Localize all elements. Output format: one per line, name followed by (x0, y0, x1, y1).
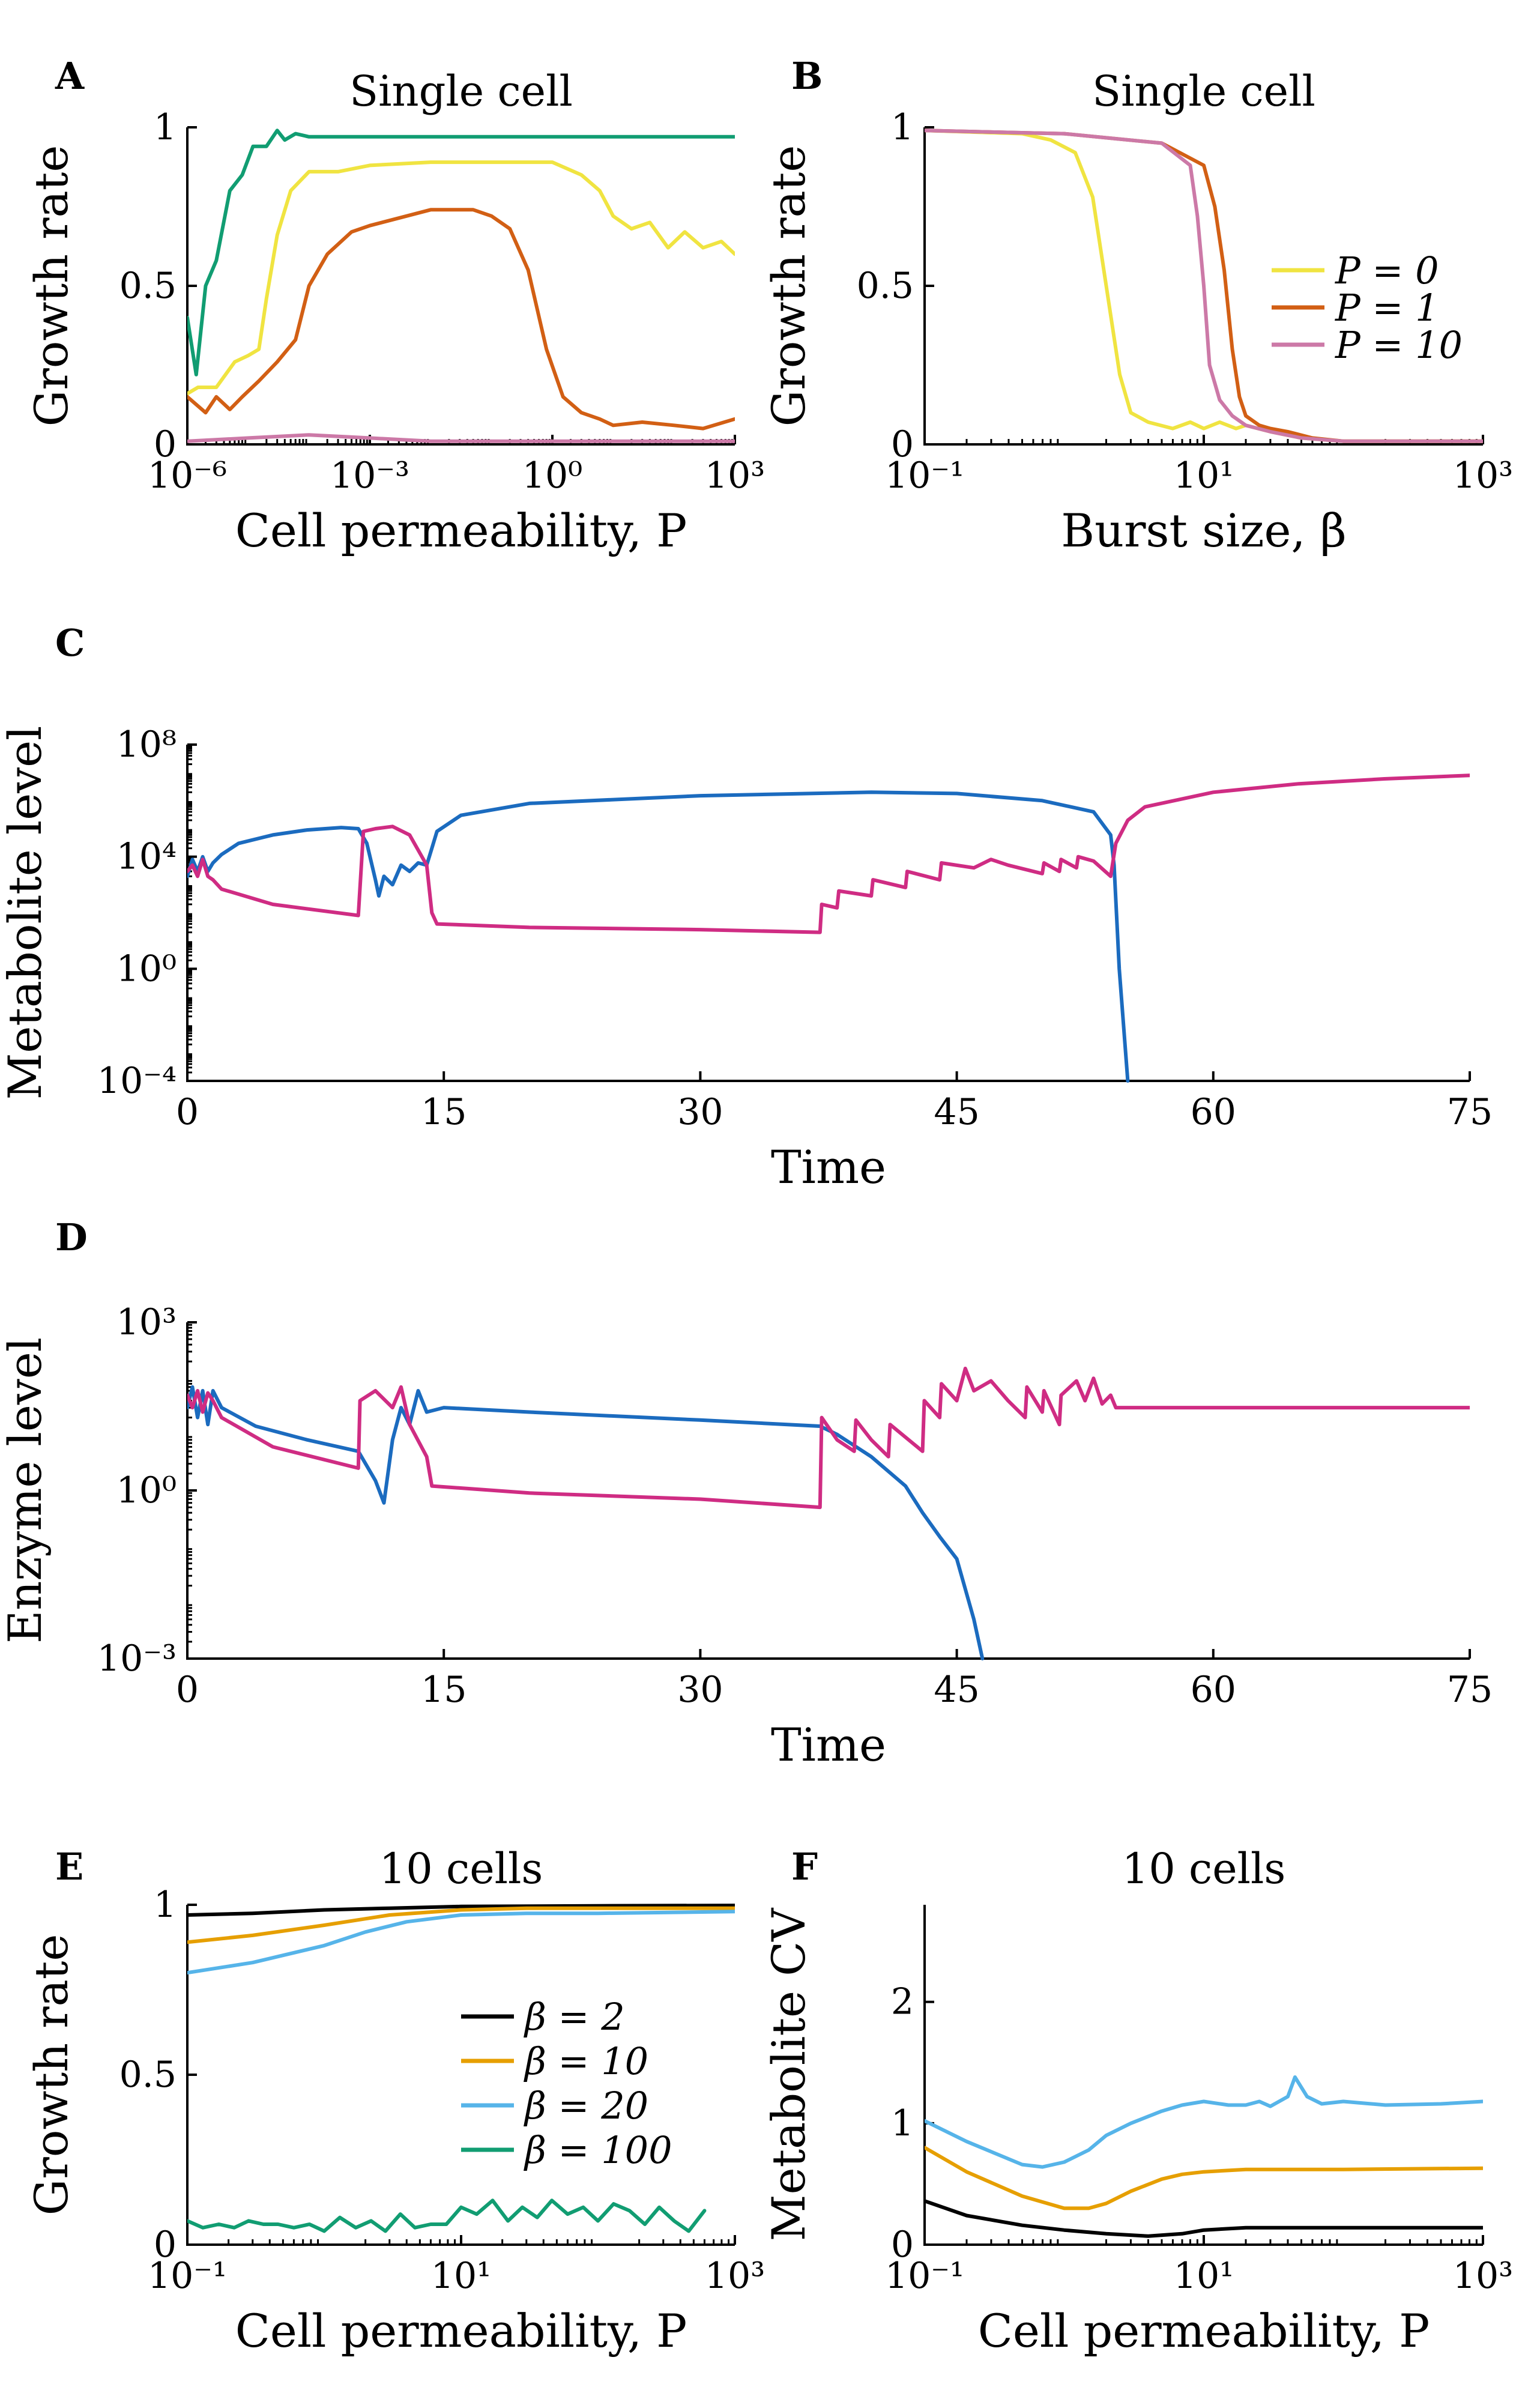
x-tick-label: 75 (1447, 1669, 1493, 1711)
x-tick-label: 0 (176, 1091, 199, 1133)
legend-label: β = 10 (524, 2039, 648, 2083)
legend-label: P = 1 (1335, 286, 1439, 330)
series-line-3 (187, 208, 735, 431)
x-axis-label: Time (771, 1718, 886, 1771)
y-tick-label: 1 (154, 106, 177, 148)
series-line-1 (925, 2199, 1483, 2238)
axes-frame (186, 745, 1470, 1082)
x-tick-label: 10³ (1453, 455, 1513, 497)
legend-label: β = 100 (524, 2128, 672, 2172)
y-tick-label: 10⁻⁴ (97, 1060, 177, 1102)
y-axis-label: Growth rate (25, 145, 78, 427)
series-line-3 (187, 1910, 735, 1975)
y-tick-label: 10³ (116, 1301, 177, 1343)
panel-c: C 0 15 30 45 60 75 10⁻⁴ 10⁰ 10⁴ 10⁸ Time Metabolite … (0, 621, 1493, 1194)
panel-letter: B (791, 54, 823, 98)
y-axis-label: Growth rate (762, 145, 815, 427)
y-tick-label: 2 (891, 1981, 914, 2023)
chart-title: 10 cells (379, 1844, 543, 1893)
axes-frame (923, 1905, 1483, 2246)
axes-frame (186, 1905, 735, 2246)
x-tick-label: 10⁻⁶ (148, 455, 227, 497)
chart-title: Single cell (349, 67, 573, 116)
x-tick-label: 10¹ (1174, 2255, 1234, 2297)
panel-letter: E (55, 1845, 83, 1889)
series-line-2 (925, 129, 1483, 443)
series-line-2 (925, 2146, 1483, 2210)
series-line-1 (187, 1904, 735, 1917)
y-tick-label: 10⁻³ (97, 1638, 177, 1680)
legend-label: β = 20 (524, 2084, 648, 2128)
chart-title: 10 cells (1122, 1844, 1286, 1893)
panel-letter: A (55, 54, 85, 98)
y-tick-label: 0 (154, 2224, 177, 2266)
y-tick-label: 0.5 (119, 2054, 177, 2096)
series-line-4 (187, 433, 735, 443)
panel-b: B Single cell 10⁻¹ 10¹ 10³ 0 0.5 1 Burst size, β… (762, 54, 1513, 557)
x-tick-label: 10⁻¹ (885, 2255, 964, 2297)
y-tick-label: 0 (891, 423, 914, 465)
x-tick-label: 10⁻¹ (885, 455, 964, 497)
x-tick-label: 45 (934, 1091, 979, 1133)
y-tick-label: 0 (891, 2224, 914, 2266)
y-tick-label: 10⁰ (116, 1469, 177, 1511)
x-axis-label: Time (771, 1140, 886, 1194)
y-axis-label: Growth rate (25, 1934, 78, 2216)
y-tick-label: 10⁴ (116, 836, 177, 878)
x-tick-label: 30 (677, 1669, 723, 1711)
x-tick-label: 10⁻³ (330, 455, 409, 497)
x-axis-label: Cell permeability, P (235, 504, 687, 557)
panel-letter: C (55, 621, 85, 665)
x-tick-label: 45 (934, 1669, 979, 1711)
panel-letter: F (791, 1845, 818, 1889)
series-line-3 (925, 129, 1483, 443)
x-tick-label: 60 (1191, 1091, 1236, 1133)
series-line-2 (187, 1366, 1470, 1510)
x-tick-label: 10⁻¹ (148, 2255, 227, 2297)
y-tick-label: 10⁸ (116, 724, 177, 766)
series-line-1 (187, 129, 735, 377)
x-tick-label: 60 (1191, 1669, 1236, 1711)
panel-d: D 0 15 30 45 60 75 10⁻³ 10⁰ 10³ Time Enzyme level (0, 1215, 1493, 1771)
y-tick-label: 0.5 (857, 265, 914, 307)
x-tick-label: 0 (176, 1669, 199, 1711)
x-tick-label: 15 (421, 1669, 467, 1711)
x-tick-label: 30 (677, 1091, 723, 1133)
x-axis-label: Cell permeability, P (235, 2304, 687, 2358)
y-tick-label: 0.5 (119, 265, 177, 307)
x-tick-label: 10³ (705, 2255, 765, 2297)
y-axis-label: Metabolite CV (762, 1908, 815, 2241)
panel-f: F 10 cells 10⁻¹ 10¹ 10³ 0 1 2 Cell permeability,… (762, 1844, 1513, 2358)
y-tick-label: 0 (154, 423, 177, 465)
series-line-1 (187, 790, 1130, 1083)
y-tick-label: 1 (154, 1884, 177, 1926)
x-axis-label: Burst size, β (1061, 504, 1346, 557)
x-tick-label: 10¹ (431, 2255, 491, 2297)
x-tick-label: 75 (1447, 1091, 1493, 1133)
x-tick-label: 10¹ (1174, 455, 1234, 497)
series-line-2 (187, 773, 1470, 934)
x-tick-label: 10⁰ (522, 455, 582, 497)
panel-e: E 10 cells 10⁻¹ 10¹ 10³ 0 0.5 1 Cell permeabilit… (25, 1844, 765, 2358)
panel-a: A Single cell 10⁻⁶ 10⁻³ 10⁰ 10³ 0 0.5 1 Cell perm… (25, 54, 765, 557)
y-tick-label: 10⁰ (116, 948, 177, 990)
legend-label: P = 10 (1335, 323, 1463, 367)
x-tick-label: 10³ (1453, 2255, 1513, 2297)
series-line-2 (187, 160, 735, 396)
y-axis-label: Enzyme level (0, 1337, 52, 1644)
y-axis-label: Metabolite level (0, 726, 52, 1100)
x-tick-label: 10³ (705, 455, 765, 497)
x-axis-label: Cell permeability, P (978, 2304, 1430, 2358)
series-line-3 (925, 2075, 1483, 2169)
series-line-4 (187, 2198, 707, 2233)
legend-label: β = 2 (524, 1995, 625, 2039)
panel-letter: D (55, 1215, 88, 1259)
y-tick-label: 1 (891, 2102, 914, 2144)
y-tick-label: 1 (891, 106, 914, 148)
x-tick-label: 15 (421, 1091, 467, 1133)
chart-title: Single cell (1092, 67, 1315, 116)
series-line-2 (187, 1906, 735, 1944)
legend-label: P = 0 (1335, 249, 1439, 292)
